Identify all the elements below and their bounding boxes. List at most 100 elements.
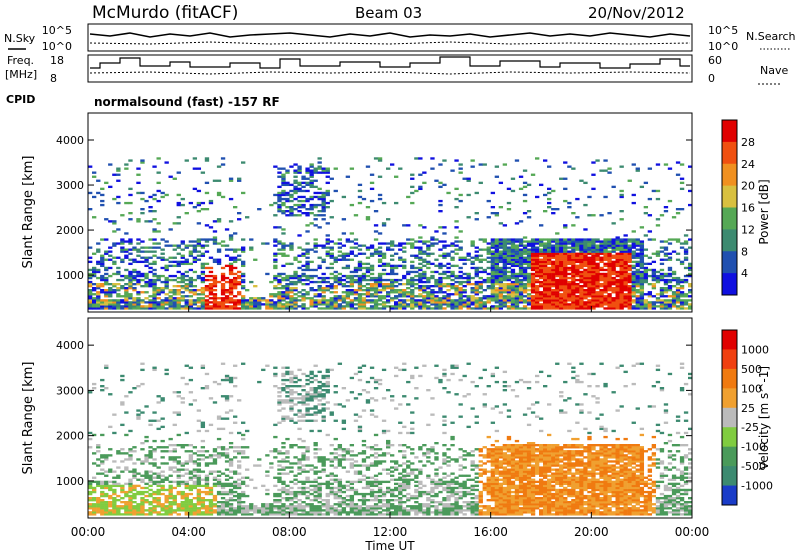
- velocity-cell: [92, 509, 97, 512]
- power-cell: [418, 276, 423, 280]
- power-cell: [611, 280, 616, 284]
- power-cell: [88, 276, 93, 280]
- power-cell: [575, 278, 580, 282]
- velocity-cell: [180, 505, 185, 508]
- power-cell: [530, 264, 536, 268]
- power-cell: [100, 264, 105, 268]
- power-cell: [325, 167, 330, 170]
- velocity-cell: [309, 399, 314, 402]
- power-cell: [313, 250, 318, 253]
- power-cell: [172, 244, 177, 247]
- power-cell: [237, 280, 242, 284]
- velocity-cell: [152, 368, 157, 372]
- power-cell: [526, 216, 532, 219]
- velocity-cell: [176, 492, 181, 496]
- power-cell: [305, 214, 310, 217]
- velocity-cell: [148, 446, 153, 449]
- velocity-cell: [289, 499, 294, 502]
- power-cell: [381, 256, 387, 259]
- power-cell: [369, 272, 375, 276]
- power-cell: [563, 242, 568, 245]
- velocity-cell: [136, 458, 141, 461]
- power-cell: [96, 179, 101, 182]
- power-cell: [555, 303, 560, 306]
- velocity-cell: [249, 503, 254, 506]
- velocity-cell: [120, 470, 125, 473]
- power-cell: [688, 283, 693, 286]
- power-cell: [402, 264, 407, 268]
- velocity-cell: [241, 490, 246, 494]
- power-cell: [357, 260, 363, 264]
- power-cell: [164, 268, 169, 272]
- power-cell: [168, 305, 173, 308]
- velocity-cell: [188, 511, 194, 514]
- power-cell: [535, 264, 540, 268]
- power-cell: [591, 272, 596, 276]
- power-cell: [506, 283, 512, 286]
- power-cell: [555, 238, 560, 241]
- power-cell: [482, 248, 487, 251]
- power-cell: [583, 278, 588, 282]
- power-cell: [305, 297, 310, 300]
- velocity-cell: [196, 490, 202, 494]
- power-cell: [623, 266, 628, 270]
- power-cell: [575, 260, 580, 264]
- velocity-cell: [152, 464, 157, 467]
- power-cell: [108, 303, 113, 306]
- power-cell: [595, 295, 600, 298]
- power-cell: [522, 236, 528, 239]
- velocity-cell: [188, 456, 194, 459]
- power-cell: [438, 280, 443, 284]
- freq-tick-high: 18: [50, 54, 64, 67]
- power-cell: [188, 250, 194, 253]
- power-cell: [434, 299, 439, 302]
- power-cell: [301, 212, 306, 215]
- velocity-cell: [233, 494, 238, 498]
- power-cell: [108, 295, 113, 298]
- power-cell: [543, 244, 548, 247]
- velocity-cell: [216, 415, 222, 418]
- power-cell: [563, 250, 568, 253]
- power-cell: [329, 291, 334, 294]
- power-cell: [402, 301, 407, 304]
- power-cell: [688, 295, 693, 298]
- power-cell: [599, 260, 604, 264]
- power-cell: [543, 262, 548, 266]
- power-cell: [567, 254, 572, 257]
- velocity-cell: [273, 450, 278, 453]
- power-cell: [333, 303, 338, 306]
- power-cell: [623, 285, 628, 288]
- power-ylabel: Slant Range [km]: [21, 156, 36, 269]
- velocity-cell: [313, 472, 318, 475]
- power-cell: [345, 285, 351, 288]
- power-cell: [369, 246, 375, 249]
- velocity-cell: [156, 466, 161, 469]
- power-cell: [164, 303, 169, 306]
- power-cell: [675, 297, 681, 300]
- power-cell: [152, 293, 157, 296]
- power-cell: [410, 177, 415, 180]
- power-cell: [651, 272, 657, 276]
- power-cell: [152, 262, 157, 266]
- power-cell: [522, 283, 528, 286]
- power-cell: [671, 250, 677, 253]
- power-cell: [144, 285, 149, 288]
- power-cell: [591, 262, 596, 266]
- power-cell: [365, 295, 371, 298]
- power-cell: [466, 301, 471, 304]
- power-cell: [514, 280, 520, 284]
- power-cell: [390, 244, 395, 247]
- power-cell: [148, 262, 153, 266]
- power-cell: [237, 301, 242, 304]
- power-cell: [132, 270, 137, 274]
- power-cell: [281, 293, 286, 296]
- power-cell: [208, 201, 214, 205]
- power-cell: [559, 280, 564, 284]
- velocity-cell: [220, 492, 226, 496]
- power-cell: [575, 268, 580, 272]
- power-cell: [373, 291, 379, 294]
- velocity-cell: [293, 403, 298, 406]
- power-cell: [611, 244, 616, 247]
- power-cell: [623, 244, 628, 247]
- velocity-cell: [220, 417, 226, 420]
